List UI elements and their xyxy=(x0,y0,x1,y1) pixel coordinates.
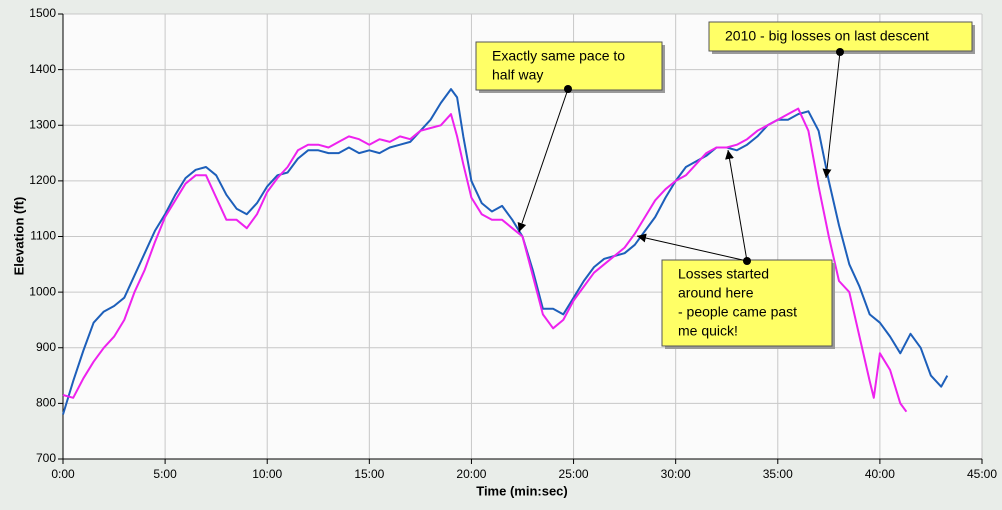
annotation: Losses started around here - people came p… xyxy=(636,149,835,349)
y-tick-label: 1500 xyxy=(29,6,56,20)
series-line xyxy=(62,107,908,413)
annotation-arrow xyxy=(636,233,748,262)
x-axis-label: Time (min:sec) xyxy=(476,483,568,498)
x-tick-label: 35:00 xyxy=(763,467,793,481)
x-tick-label: 20:00 xyxy=(456,467,486,481)
annotation-arrow xyxy=(725,149,748,262)
y-tick-label: 800 xyxy=(36,396,56,410)
x-tick-label: 0:00 xyxy=(51,467,75,481)
annotation-box xyxy=(708,21,973,52)
annotation-box xyxy=(475,41,663,91)
axis-line xyxy=(62,14,982,460)
y-tick-label: 700 xyxy=(36,451,56,465)
y-tick-label: 900 xyxy=(36,340,56,354)
x-tick-label: 5:00 xyxy=(153,467,177,481)
y-tick-label: 1400 xyxy=(29,62,56,76)
y-tick-label: 1300 xyxy=(29,117,56,131)
annotation-dot xyxy=(564,85,572,93)
x-tick-label: 40:00 xyxy=(865,467,895,481)
y-tick-label: 1200 xyxy=(29,173,56,187)
annotation-text: Exactly same pace to xyxy=(492,48,625,64)
annotation-text: - people came past xyxy=(678,304,797,320)
x-tick-label: 15:00 xyxy=(354,467,384,481)
annotation-text: half way xyxy=(492,67,543,83)
annotation-box xyxy=(661,259,833,347)
series-line xyxy=(62,88,949,415)
annotation-arrow xyxy=(517,88,569,233)
y-tick-label: 1100 xyxy=(30,229,56,243)
x-tick-label: 25:00 xyxy=(559,467,589,481)
annotation-dot xyxy=(836,48,844,56)
y-tick-label: 1000 xyxy=(29,284,56,298)
annotation: 2010 - big losses on last descent xyxy=(708,21,975,179)
x-tick-label: 45:00 xyxy=(967,467,997,481)
annotation-text: 2010 - big losses on last descent xyxy=(725,28,929,44)
annotation-text: around here xyxy=(678,285,754,301)
annotation-text: Losses started xyxy=(678,266,769,282)
y-axis-label: Elevation (ft) xyxy=(11,197,26,276)
x-tick-label: 30:00 xyxy=(661,467,691,481)
x-tick-label: 10:00 xyxy=(252,467,282,481)
annotation-dot xyxy=(743,257,751,265)
annotation-text: me quick! xyxy=(678,323,738,339)
annotation: Exactly same pace to half way xyxy=(475,41,665,233)
annotation-arrow xyxy=(822,51,841,179)
